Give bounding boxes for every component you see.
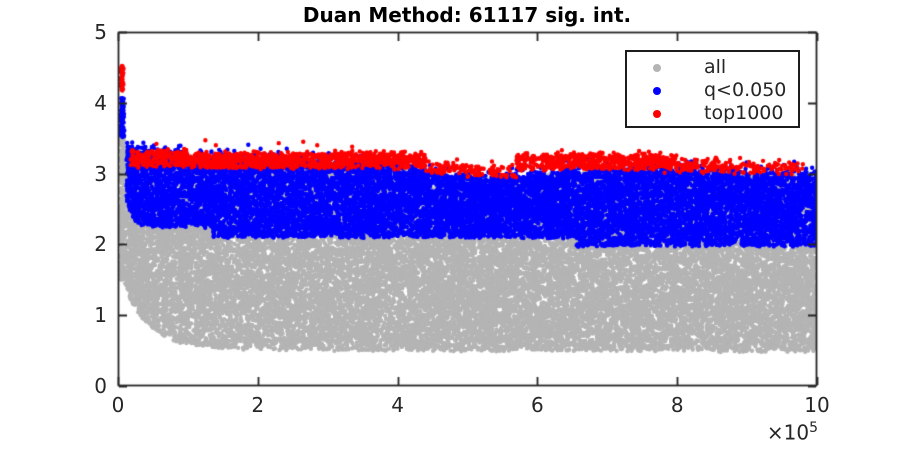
x-axis-tick-label: 10	[804, 393, 830, 417]
legend-item: all	[627, 56, 798, 79]
legend-marker-q-0-050	[653, 86, 661, 95]
chart-title: Duan Method: 61117 sig. int.	[302, 3, 632, 27]
y-axis-tick-label: 0	[94, 374, 107, 398]
legend-item: q<0.050	[627, 79, 798, 102]
legend-label: q<0.050	[704, 79, 787, 101]
legend-label: all	[704, 56, 727, 78]
y-axis-tick-label: 3	[94, 161, 107, 186]
x-axis-tick-label: 8	[670, 393, 684, 417]
y-axis-tick-label: 2	[94, 232, 107, 257]
legend-marker-top1000	[653, 109, 661, 118]
legend-item: top1000	[627, 102, 798, 125]
x-exponent-base: ×10	[766, 420, 810, 445]
x-axis-tick-label: 2	[251, 393, 265, 417]
x-axis-tick-label: 4	[391, 393, 404, 417]
x-axis-tick-label: 0	[111, 393, 125, 417]
legend: all q<0.050 top1000	[625, 50, 800, 128]
x-axis-tick-label: 6	[531, 393, 544, 417]
legend-label: top1000	[704, 102, 784, 124]
x-axis-exponent-label: ×105	[767, 421, 818, 443]
y-axis-tick-label: 5	[94, 20, 107, 44]
legend-marker-all	[653, 63, 661, 72]
y-axis-tick-label: 4	[94, 90, 107, 115]
y-axis-tick-label: 1	[94, 303, 107, 328]
x-exponent-power: 5	[809, 420, 818, 436]
